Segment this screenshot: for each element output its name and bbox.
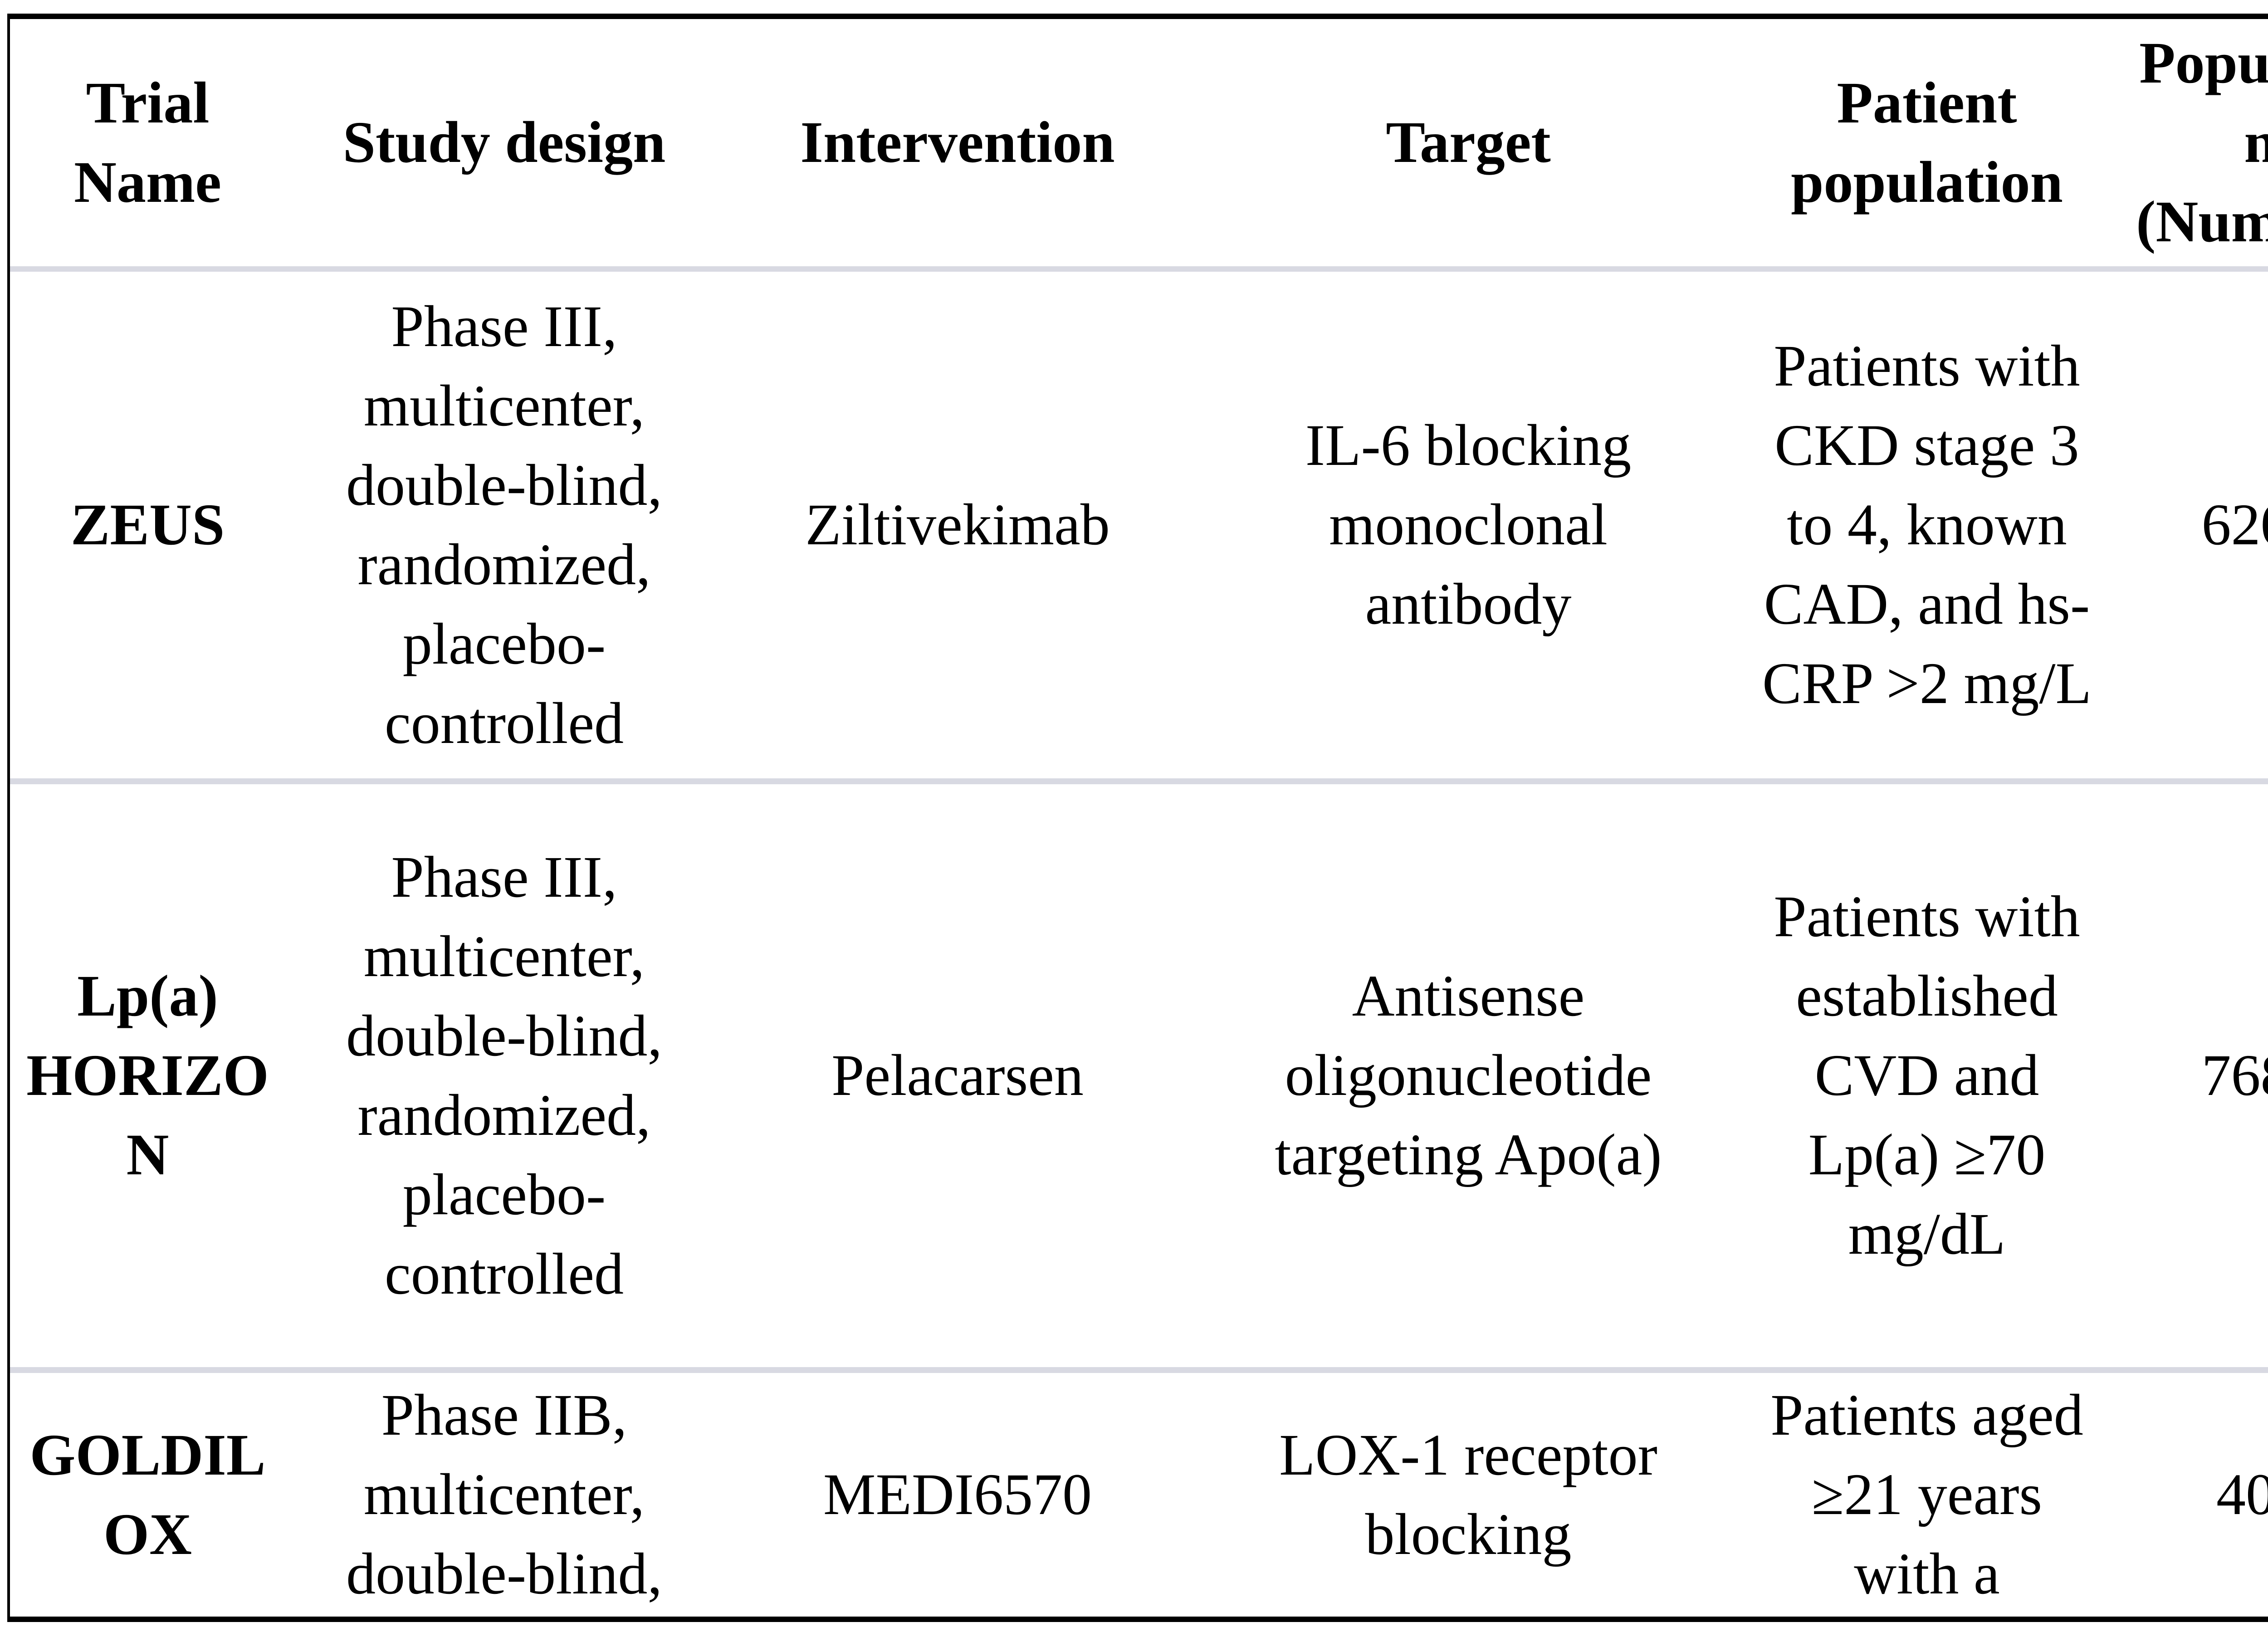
- cell-target: IL-6 blocking monoclonal antibody: [1305, 413, 1632, 637]
- column-header-intervention: Intervention: [800, 110, 1115, 175]
- cell-study-design: Phase IIB, multicenter, double-blind,: [346, 1383, 662, 1607]
- cell-trial-name: Lp(a) HORIZO N: [26, 963, 269, 1187]
- column-header-population-number: Populatio n (Number): [2136, 30, 2268, 254]
- cell-population-number: 7680: [2201, 1043, 2268, 1108]
- cell-study-design: Phase III, multicenter, double-blind, ra…: [346, 844, 662, 1307]
- cell-population-number: 6200: [2201, 492, 2268, 557]
- cell-trial-name: GOLDIL OX: [29, 1422, 266, 1567]
- table-row-goldilox: GOLDIL OX Phase IIB, multicenter, double…: [10, 1367, 2268, 1617]
- column-header-patient-population: Patient population: [1791, 70, 2063, 215]
- cell-intervention: MEDI6570: [823, 1462, 1092, 1527]
- cell-population-number: 400: [2216, 1462, 2268, 1527]
- column-header-target: Target: [1386, 110, 1551, 175]
- table-row-lpa-horizon: Lp(a) HORIZO N Phase III, multicenter, d…: [10, 778, 2268, 1367]
- cell-target: Antisense oligonucleotide targeting Apo(…: [1275, 963, 1662, 1187]
- cell-patient-population: Patients aged ≥21 years with a: [1770, 1383, 2083, 1607]
- cell-target: LOX-1 receptor blocking: [1279, 1422, 1657, 1567]
- cell-patient-population: Patients with established CVD and Lp(a) …: [1774, 884, 2080, 1267]
- cell-intervention: Pelacarsen: [831, 1043, 1084, 1108]
- cell-trial-name: ZEUS: [70, 492, 225, 557]
- table-row-zeus: ZEUS Phase III, multicenter, double-blin…: [10, 266, 2268, 778]
- table-header-row: Trial Name Study design Intervention Tar…: [10, 19, 2268, 266]
- column-header-study-design: Study design: [342, 110, 666, 175]
- cell-study-design: Phase III, multicenter, double-blind, ra…: [346, 293, 662, 756]
- clinical-trials-table: Trial Name Study design Intervention Tar…: [7, 14, 2268, 1622]
- column-header-trial-name: Trial Name: [74, 70, 221, 215]
- cell-patient-population: Patients with CKD stage 3 to 4, known CA…: [1762, 333, 2092, 716]
- cell-intervention: Ziltivekimab: [805, 492, 1110, 557]
